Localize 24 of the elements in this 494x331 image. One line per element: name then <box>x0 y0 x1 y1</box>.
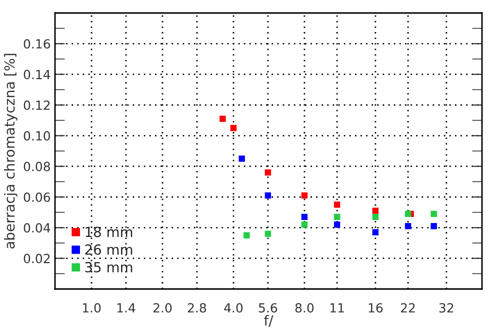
y-tick-label: 0.12 <box>24 100 50 110</box>
y-tick-label: 0.14 <box>24 70 50 80</box>
y-tick-label: 0.04 <box>24 223 50 233</box>
x-tick-label: 2.8 <box>188 303 206 313</box>
x-tick-label: 4.0 <box>224 303 243 313</box>
x-tick-label: 2.0 <box>153 303 172 313</box>
x-axis-title: f/ <box>264 314 274 327</box>
x-tick-label: 11 <box>330 303 344 312</box>
y-tick-label: 0.10 <box>24 131 50 141</box>
legend-label: 35 mm <box>85 262 132 272</box>
x-tick-label: 16 <box>368 303 383 313</box>
y-tick-label: 0.06 <box>24 192 50 202</box>
y-axis-title: aberracja chromatyczna [%] <box>4 54 18 249</box>
legend-label: 18 mm <box>86 226 132 238</box>
x-tick-label: 32 <box>439 303 454 313</box>
x-tick-label: 1.0 <box>82 303 101 313</box>
y-tick-label: 0.02 <box>24 254 50 264</box>
x-tick-label: 22 <box>401 303 415 312</box>
y-tick-label: 0.16 <box>24 39 50 49</box>
y-tick-label: 0.08 <box>24 162 50 172</box>
x-tick-label: 5.6 <box>258 303 278 313</box>
x-tick-label: 1.4 <box>117 303 136 312</box>
legend-label: 26 mm <box>85 244 132 255</box>
x-tick-label: 8.0 <box>295 303 314 313</box>
